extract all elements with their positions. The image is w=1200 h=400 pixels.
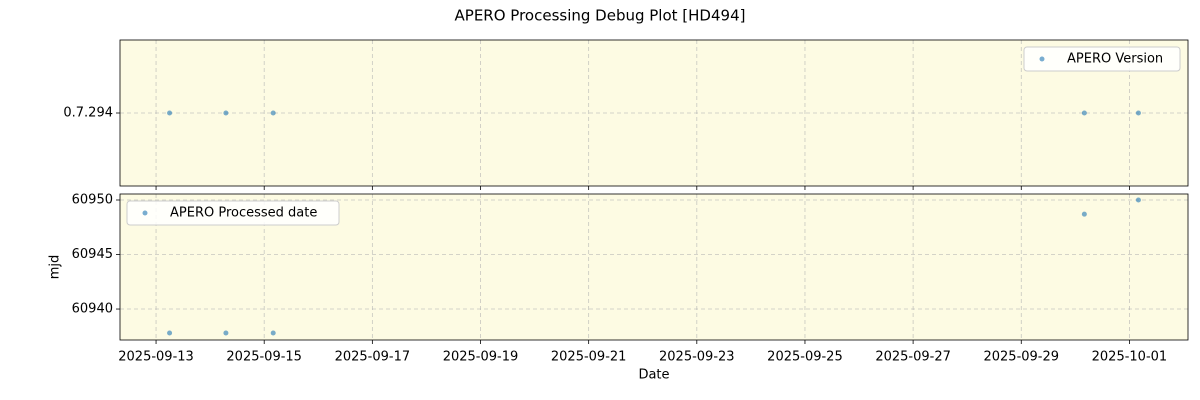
plot-frame [119, 39, 1189, 187]
y-tick-label: 60945 [72, 247, 113, 262]
point [1135, 197, 1141, 203]
y-tick-label: 60940 [72, 302, 113, 317]
legend-label: APERO Processed date [170, 206, 317, 221]
x-tick-label: 2025-09-27 [875, 350, 951, 365]
point [270, 110, 276, 116]
point [1081, 211, 1087, 217]
x-tick-label: 2025-09-23 [659, 350, 735, 365]
point [167, 110, 173, 116]
point [270, 330, 276, 336]
y-axis-label: mjd [48, 255, 63, 280]
x-tick-label: 2025-09-19 [443, 350, 519, 365]
x-tick-label: 2025-09-15 [226, 350, 302, 365]
point [167, 330, 173, 336]
legend-marker [1039, 56, 1045, 62]
legend-label: APERO Version [1067, 52, 1163, 67]
plot-frame [119, 193, 1189, 341]
x-tick-label: 2025-09-17 [335, 350, 411, 365]
y-tick-label: 0.7.294 [63, 106, 113, 121]
figure-title: APERO Processing Debug Plot [HD494] [455, 7, 746, 25]
x-tick-label: 2025-10-01 [1092, 350, 1168, 365]
legend-box [126, 200, 340, 226]
x-tick-label: 2025-09-21 [551, 350, 627, 365]
legend-box [1023, 46, 1181, 72]
x-tick-label: 2025-09-25 [767, 350, 843, 365]
point [1135, 110, 1141, 116]
x-tick-label: 2025-09-29 [983, 350, 1059, 365]
point [223, 330, 229, 336]
point [1081, 110, 1087, 116]
point [223, 110, 229, 116]
y-tick-label: 60950 [72, 192, 113, 207]
legend-marker [142, 210, 148, 216]
x-tick-label: 2025-09-13 [118, 350, 194, 365]
x-axis-label: Date [638, 368, 669, 383]
